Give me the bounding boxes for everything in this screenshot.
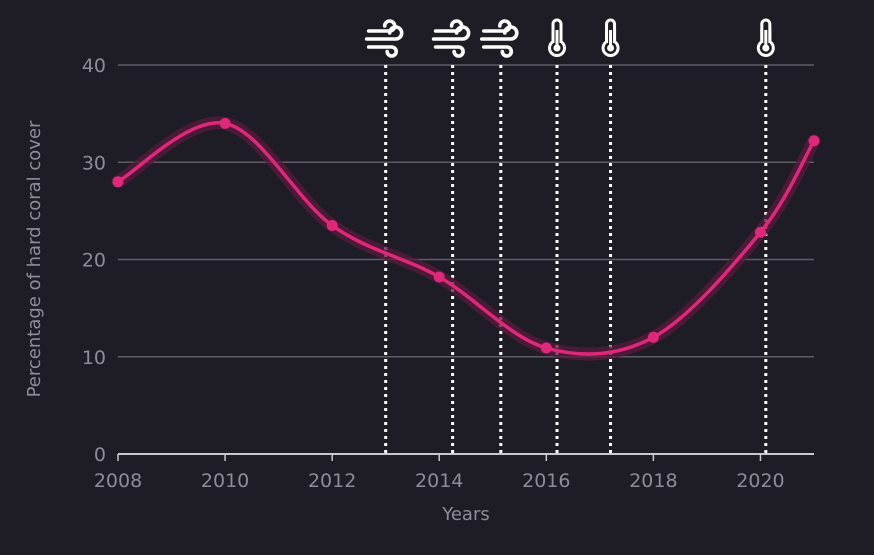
y-tick-label: 30 [82,152,106,174]
x-tick-label: 2008 [94,470,142,492]
data-point [754,226,766,238]
cyclone-wind-icon [364,19,404,58]
data-point [326,219,338,231]
data-point [112,176,124,188]
wind-stroke [366,45,398,58]
x-tick-label: 2012 [308,470,356,492]
x-tick-label: 2010 [201,470,249,492]
thermometer-mercury-bulb [762,44,770,52]
thermometer-icon [756,18,775,57]
event-layer [384,65,768,454]
cyclone-wind-icon [479,19,519,58]
x-tick-label: 2018 [629,470,677,492]
y-tick-label: 20 [82,250,106,272]
y-axis-title: Percentage of hard coral cover [24,120,45,397]
confidence-band [111,116,821,361]
thermometer-icon [601,18,620,57]
wind-stroke [364,25,404,41]
thermometer-icon [548,18,567,57]
x-axis-title: Years [441,504,490,525]
coral-cover-line [116,121,816,356]
y-tick-label: 10 [82,347,106,369]
wind-stroke [433,45,465,58]
data-point [433,271,445,283]
data-point [808,135,820,147]
wind-stroke [479,25,519,41]
cyclone-wind-icon [431,19,471,58]
x-tick-label: 2016 [522,470,570,492]
thermometer-mercury-bulb [607,44,615,52]
data-point [540,342,552,354]
y-tick-label: 0 [94,444,106,466]
wind-stroke [481,45,514,58]
wind-stroke [431,25,471,41]
axis-layer: 0 10 20 30 40 2008 2010 2012 2014 2016 2018 2020 [82,55,814,492]
data-point [647,331,659,343]
thermometer-mercury-bulb [553,44,561,52]
data-point-layer [112,117,820,354]
event-icon-layer [364,18,775,58]
confidence-band-layer [111,116,821,361]
x-tick-label: 2020 [736,470,784,492]
grid-layer [118,64,814,358]
data-point [219,117,231,129]
y-tick-label: 40 [82,55,106,77]
series-line-layer [116,121,816,356]
x-tick-label: 2014 [415,470,463,492]
